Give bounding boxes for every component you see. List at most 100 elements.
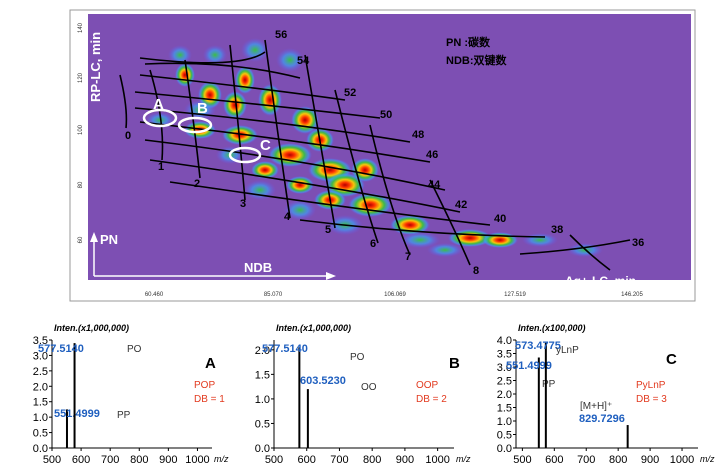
pn-line-2 xyxy=(139,74,346,101)
heat-halo-3 xyxy=(276,48,304,72)
pn-label-54: 54 xyxy=(297,55,310,67)
x-tick-label: 900 xyxy=(641,454,659,466)
ndb-line-0 xyxy=(119,74,128,129)
heat-halo-0 xyxy=(168,45,192,65)
x-tick-label: 500 xyxy=(43,454,61,466)
x-tick-label: 500 xyxy=(265,454,283,466)
y-tick-label: 1.0 xyxy=(497,416,512,428)
peak-species-label: PP xyxy=(542,379,556,390)
x-tick-label: 146.205 xyxy=(621,292,643,298)
x-tick-label: 600 xyxy=(72,454,90,466)
y-tick-label: 2.0 xyxy=(497,389,512,401)
pn-line-6 xyxy=(144,139,446,191)
x-axis-title: m/z xyxy=(214,454,229,464)
ndb-label-1: 1 xyxy=(158,161,164,173)
y-tick-label: 2.0 xyxy=(255,345,270,357)
x-tick-label: 900 xyxy=(396,454,414,466)
heat-spot-12 xyxy=(223,91,247,119)
intensity-label: Inten.(x1,000,000) xyxy=(276,323,351,333)
x-axis-title: m/z xyxy=(456,454,471,464)
pn-line-7 xyxy=(149,159,461,213)
y-tick-label: 2.5 xyxy=(33,366,48,378)
x-tick-label: 700 xyxy=(101,454,119,466)
x-tick-label: 60.460 xyxy=(145,292,164,298)
y-tick-label: 0.5 xyxy=(255,418,270,430)
grid-lines xyxy=(119,39,631,271)
peak-mz-label: 577.5140 xyxy=(262,343,308,355)
pn-label-40: 40 xyxy=(494,213,506,225)
peak-mz-label: 603.5230 xyxy=(300,375,346,387)
x-tick-label: 800 xyxy=(609,454,627,466)
heat-halo-1 xyxy=(203,45,227,65)
pn-label-46: 46 xyxy=(426,149,438,161)
x-tick-label: 800 xyxy=(130,454,148,466)
ndb-line-9 xyxy=(569,234,611,271)
pn-label-50: 50 xyxy=(380,109,392,121)
y-tick-label: 60 xyxy=(78,236,84,243)
y-tick-label: 3.5 xyxy=(33,335,48,347)
heat-spot-0 xyxy=(222,125,258,145)
pn-arrow-head xyxy=(90,232,98,242)
x-tick-label: 85.070 xyxy=(264,292,283,298)
peak-mz-label: 577.5140 xyxy=(38,343,84,355)
ellipse-a xyxy=(142,108,178,128)
heat-spot-7 xyxy=(251,161,279,179)
y-tick-label: 1.0 xyxy=(33,412,48,424)
heat-spot-13 xyxy=(258,84,282,116)
ellipse-b xyxy=(177,116,213,134)
db-label: DB = 3 xyxy=(636,394,667,405)
y-tick-label: 0.0 xyxy=(497,443,512,455)
legend-pn: PN :碳数 xyxy=(446,35,491,49)
heat-halo-13 xyxy=(427,243,463,257)
peak-mz-label: 829.7296 xyxy=(579,413,625,425)
heat-spot-16 xyxy=(175,63,195,87)
x-tick-label: 700 xyxy=(330,454,348,466)
x-axis-title: m/z xyxy=(700,454,715,464)
pn-label-44: 44 xyxy=(428,179,441,191)
y-tick-label: 4.0 xyxy=(497,335,512,347)
ndb-line-4 xyxy=(264,39,291,219)
y-tick-label: 140 xyxy=(78,22,84,33)
db-label: DB = 2 xyxy=(416,394,447,405)
pn-label-36: 36 xyxy=(632,237,644,249)
y-tick-label: 0.5 xyxy=(497,430,512,442)
ellipse-c xyxy=(228,146,262,164)
x-tick-label: 500 xyxy=(513,454,531,466)
pn-label-56: 56 xyxy=(275,29,287,41)
x-axis-ticks: 60.460 85.070 106.069 127.519 146.205 xyxy=(145,292,644,298)
heat-halo-7 xyxy=(244,180,276,200)
annotation-b: B xyxy=(197,100,208,117)
peak-species-label: PO xyxy=(127,344,142,355)
y-tick-label: 120 xyxy=(78,72,84,83)
pn-arrow-label: PN xyxy=(100,232,118,247)
spectrum-b: Inten.(x1,000,000) 0.0 0.5 1.0 1.5 2.0 500 600 7… xyxy=(255,323,471,466)
y-axis-title: RP-LC, min xyxy=(88,32,103,102)
ndb-label-0: 0 xyxy=(125,130,131,142)
peak-species-label: PO xyxy=(350,352,365,363)
x-tick-label: 900 xyxy=(159,454,177,466)
heat-spot-17 xyxy=(235,66,255,94)
pn-line-8 xyxy=(169,181,491,226)
y-tick-label: 3.5 xyxy=(497,349,512,361)
heat-spot-4 xyxy=(348,193,392,217)
pn-label-38: 38 xyxy=(551,224,563,236)
heat-spot-1 xyxy=(268,143,312,167)
pn-line-10 xyxy=(519,239,631,255)
peak-species-label: [M+H]⁺ xyxy=(580,401,612,412)
y-tick-label: 1.0 xyxy=(255,394,270,406)
x-tick-label: 106.069 xyxy=(384,292,406,298)
peak-species-label: OO xyxy=(361,382,377,393)
x-tick-label: 127.519 xyxy=(504,292,526,298)
x-tick-label: 800 xyxy=(363,454,381,466)
db-label: DB = 1 xyxy=(194,394,225,405)
x-tick-label: 1000 xyxy=(185,454,209,466)
annotation-ellipses xyxy=(142,108,262,164)
peak-species-label: yLnP xyxy=(556,345,579,356)
pn-line-0 xyxy=(139,51,266,64)
ndb-label-4: 4 xyxy=(284,211,291,223)
pn-line-1 xyxy=(144,62,301,79)
annotation-a: A xyxy=(153,96,164,113)
ndb-label-3: 3 xyxy=(240,198,246,210)
compound-label: POP xyxy=(194,380,215,391)
